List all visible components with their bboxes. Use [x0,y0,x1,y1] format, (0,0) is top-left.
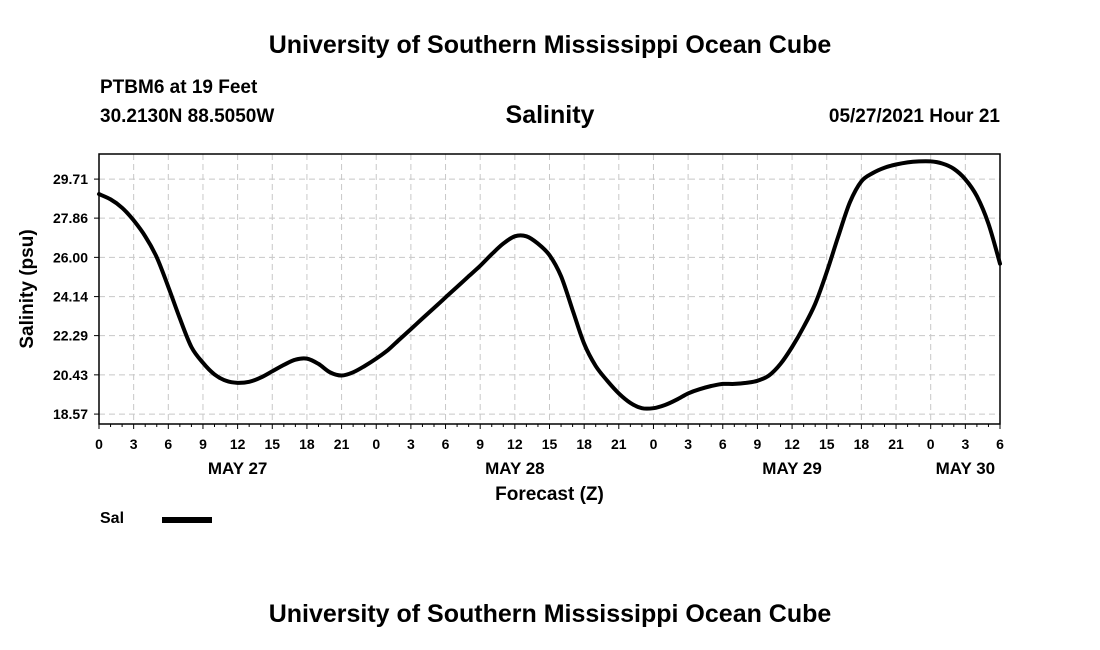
date-label: MAY 27 [208,459,268,478]
y-tick-label: 29.71 [53,171,88,187]
x-tick-label: 3 [130,436,138,452]
x-tick-label: 12 [507,436,523,452]
x-tick-label: 6 [164,436,172,452]
forecast-datetime: 05/27/2021 Hour 21 [828,106,1000,127]
legend-label: Sal [100,510,125,527]
x-tick-label: 0 [372,436,380,452]
y-tick-label: 26.00 [53,249,88,265]
legend-line-swatch [162,517,212,523]
y-tick-label: 20.43 [53,367,88,383]
x-tick-label: 21 [334,436,350,452]
x-tick-label: 6 [442,436,450,452]
x-tick-label: 3 [684,436,692,452]
y-tick-label: 27.86 [53,210,88,226]
coordinates-label: 30.2130N 88.5050W [100,106,275,127]
x-tick-label: 18 [854,436,870,452]
series-line-sal [97,159,1002,411]
x-tick-label: 0 [650,436,658,452]
y-tick-label: 18.57 [53,406,88,422]
axis-ticks [94,178,1001,429]
y-tick-label: 22.29 [53,328,88,344]
top-title: University of Southern Mississippi Ocean… [268,31,832,59]
x-tick-label: 3 [961,436,969,452]
tick-labels: 0 3 6 9 12 15 18 21 0 3 6 9 12 15 18 21 0 3 6 9 12 15 18 21 0 3 6M… [53,171,1004,478]
x-tick-label: 9 [476,436,484,452]
x-tick-label: 6 [996,436,1004,452]
x-tick-label: 0 [95,436,103,452]
x-tick-label: 9 [754,436,762,452]
date-label: MAY 28 [485,459,545,478]
x-tick-label: 3 [407,436,415,452]
x-tick-label: 0 [927,436,935,452]
x-tick-label: 12 [784,436,800,452]
y-axis-label: Salinity (psu) [17,229,38,348]
x-tick-label: 9 [199,436,207,452]
variable-title: Salinity [505,101,595,129]
station-label: PTBM6 at 19 Feet [100,77,258,98]
x-tick-label: 21 [611,436,627,452]
date-label: MAY 29 [762,459,822,478]
x-axis-label: Forecast (Z) [495,484,604,505]
x-tick-label: 18 [576,436,592,452]
x-tick-label: 15 [542,436,558,452]
x-tick-label: 12 [230,436,246,452]
date-label: MAY 30 [936,459,996,478]
x-tick-label: 18 [299,436,315,452]
bottom-title: University of Southern Mississippi Ocean… [268,600,832,628]
plot-frame [98,153,1001,425]
x-tick-label: 15 [264,436,280,452]
y-tick-label: 24.14 [53,289,88,305]
x-tick-label: 6 [719,436,727,452]
x-tick-label: 21 [888,436,904,452]
x-tick-label: 15 [819,436,835,452]
